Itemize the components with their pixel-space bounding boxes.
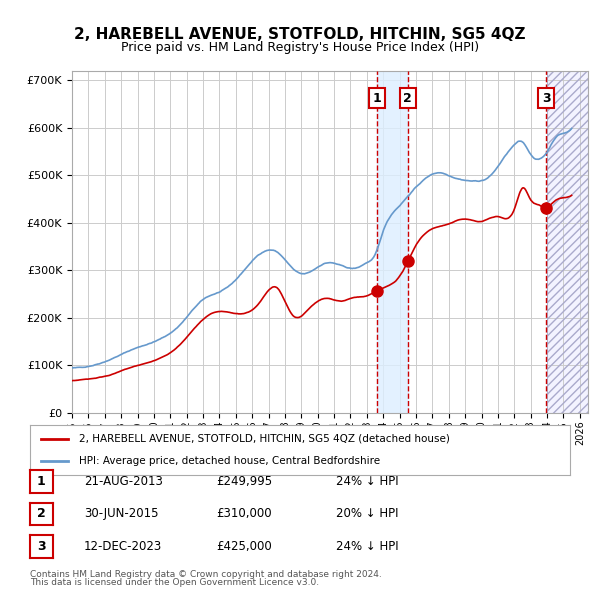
Text: 30-JUN-2015: 30-JUN-2015 <box>84 507 158 520</box>
Text: 2, HAREBELL AVENUE, STOTFOLD, HITCHIN, SG5 4QZ (detached house): 2, HAREBELL AVENUE, STOTFOLD, HITCHIN, S… <box>79 434 449 444</box>
Bar <box>377 71 407 413</box>
Text: 21-AUG-2013: 21-AUG-2013 <box>84 475 163 488</box>
Bar <box>547 71 588 413</box>
Text: 20% ↓ HPI: 20% ↓ HPI <box>336 507 398 520</box>
Text: 3: 3 <box>37 540 46 553</box>
Text: 1: 1 <box>373 91 382 104</box>
Text: £310,000: £310,000 <box>216 507 272 520</box>
Text: £425,000: £425,000 <box>216 540 272 553</box>
Text: 3: 3 <box>542 91 551 104</box>
Text: 2: 2 <box>403 91 412 104</box>
Text: Price paid vs. HM Land Registry's House Price Index (HPI): Price paid vs. HM Land Registry's House … <box>121 41 479 54</box>
Bar <box>547 71 588 413</box>
Text: 2: 2 <box>37 507 46 520</box>
Text: 2, HAREBELL AVENUE, STOTFOLD, HITCHIN, SG5 4QZ: 2, HAREBELL AVENUE, STOTFOLD, HITCHIN, S… <box>74 27 526 41</box>
Text: £249,995: £249,995 <box>216 475 272 488</box>
Text: Contains HM Land Registry data © Crown copyright and database right 2024.: Contains HM Land Registry data © Crown c… <box>30 571 382 579</box>
Text: This data is licensed under the Open Government Licence v3.0.: This data is licensed under the Open Gov… <box>30 578 319 587</box>
Text: 24% ↓ HPI: 24% ↓ HPI <box>336 475 398 488</box>
Text: HPI: Average price, detached house, Central Bedfordshire: HPI: Average price, detached house, Cent… <box>79 456 380 466</box>
Text: 24% ↓ HPI: 24% ↓ HPI <box>336 540 398 553</box>
Text: 12-DEC-2023: 12-DEC-2023 <box>84 540 162 553</box>
Text: 1: 1 <box>37 475 46 488</box>
